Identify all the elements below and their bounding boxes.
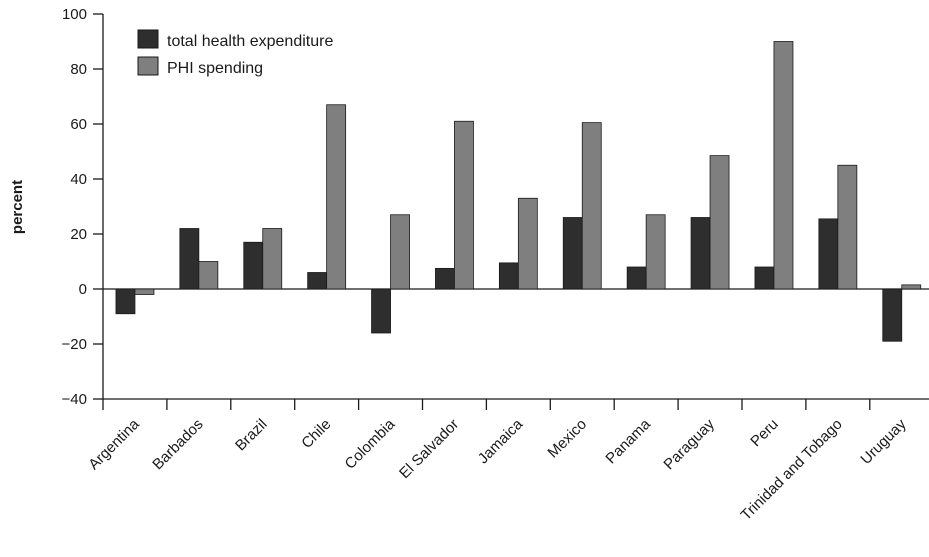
y-tick-label: 40 bbox=[70, 171, 87, 188]
bar-phi-spending-barbados bbox=[198, 261, 219, 290]
category-label-paraguay: Paraguay bbox=[660, 415, 718, 473]
bar-phi-spending-brazil bbox=[262, 228, 283, 290]
category-label-colombia: Colombia bbox=[342, 415, 399, 472]
bar-total-health-expenditure-brazil bbox=[243, 241, 264, 290]
bar-total-health-expenditure-peru bbox=[754, 266, 775, 290]
category-label-argentina: Argentina bbox=[85, 415, 143, 473]
bar-phi-spending-chile bbox=[326, 104, 347, 290]
bar-total-health-expenditure-barbados bbox=[179, 228, 200, 290]
bars-area bbox=[115, 41, 922, 342]
bar-total-health-expenditure-uruguay bbox=[882, 288, 903, 342]
y-tick-label: −20 bbox=[62, 336, 87, 353]
bar-phi-spending-uruguay bbox=[901, 284, 922, 290]
bar-phi-spending-trinidad-and-tobago bbox=[837, 164, 858, 290]
category-label-peru: Peru bbox=[747, 416, 781, 450]
category-label-panama: Panama bbox=[602, 415, 654, 467]
bar-phi-spending-panama bbox=[645, 214, 666, 290]
bar-phi-spending-argentina bbox=[134, 288, 155, 295]
category-label-mexico: Mexico bbox=[544, 416, 590, 462]
bar-total-health-expenditure-colombia bbox=[371, 288, 391, 334]
y-tick-label: 60 bbox=[70, 116, 87, 133]
y-tick-label: 100 bbox=[62, 6, 87, 23]
bar-phi-spending-mexico bbox=[581, 122, 602, 290]
y-axis-title: percent bbox=[9, 180, 26, 234]
bar-total-health-expenditure-jamaica bbox=[498, 262, 519, 290]
bar-total-health-expenditure-trinidad-and-tobago bbox=[818, 218, 839, 290]
legend-swatch-total-health-expenditure bbox=[137, 29, 159, 49]
category-label-barbados: Barbados bbox=[149, 416, 206, 473]
category-label-el-salvador: El Salvador bbox=[396, 416, 462, 482]
bar-phi-spending-peru bbox=[773, 41, 794, 290]
y-tick-label: −40 bbox=[62, 391, 87, 408]
legend-label-phi-spending: PHI spending bbox=[167, 60, 263, 77]
bar-total-health-expenditure-el-salvador bbox=[435, 267, 455, 290]
bar-total-health-expenditure-argentina bbox=[115, 288, 136, 315]
bar-total-health-expenditure-panama bbox=[626, 266, 647, 290]
category-label-uruguay: Uruguay bbox=[857, 415, 909, 467]
bar-phi-spending-el-salvador bbox=[454, 120, 474, 290]
legend: total health expenditure PHI spending bbox=[137, 29, 333, 77]
bar-phi-spending-paraguay bbox=[709, 155, 730, 290]
legend-label-total-health-expenditure: total health expenditure bbox=[167, 33, 333, 50]
y-tick-label: 80 bbox=[70, 61, 87, 78]
bar-total-health-expenditure-chile bbox=[307, 272, 328, 290]
y-axis: 100 80 60 40 20 0 −20 −40 bbox=[62, 6, 104, 408]
y-tick-label: 0 bbox=[79, 281, 87, 298]
category-label-jamaica: Jamaica bbox=[475, 415, 527, 467]
bar-total-health-expenditure-mexico bbox=[562, 217, 583, 290]
category-label-brazil: Brazil bbox=[232, 416, 271, 455]
bar-total-health-expenditure-paraguay bbox=[690, 217, 711, 290]
bar-phi-spending-jamaica bbox=[517, 197, 538, 290]
y-tick-label: 20 bbox=[70, 226, 87, 243]
category-label-chile: Chile bbox=[298, 416, 334, 452]
bar-phi-spending-colombia bbox=[390, 214, 410, 290]
legend-swatch-phi-spending bbox=[137, 56, 159, 76]
